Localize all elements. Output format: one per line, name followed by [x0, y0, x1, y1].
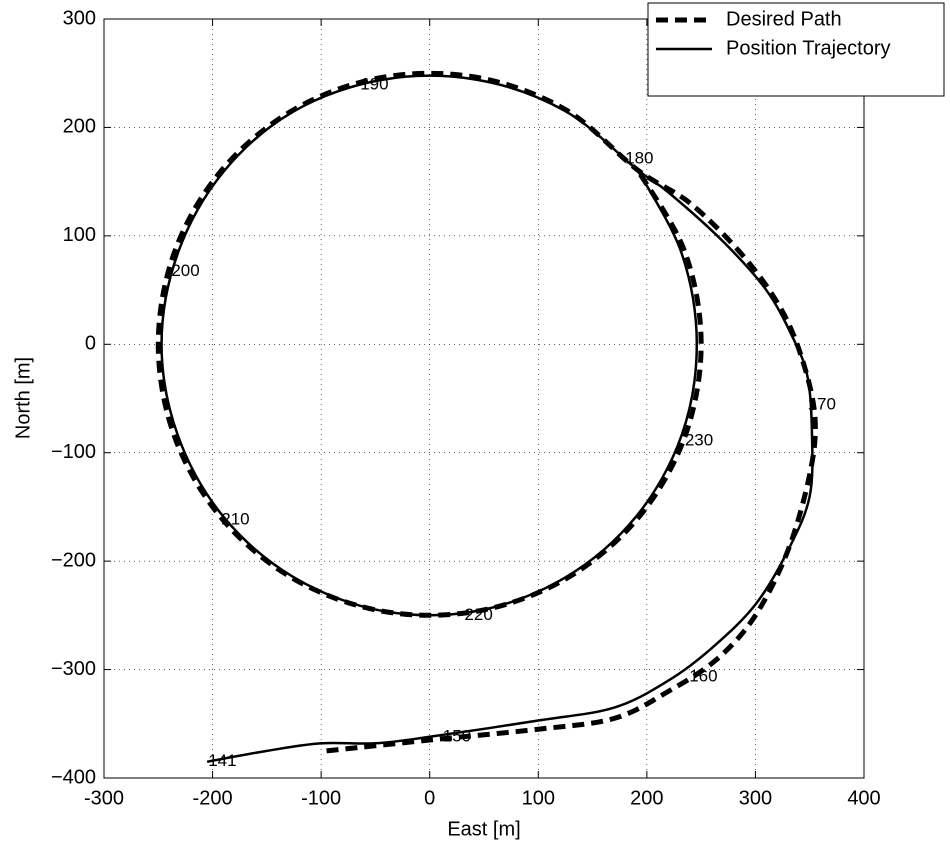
- annotation: 150: [443, 726, 471, 745]
- annotation: 230: [685, 430, 713, 449]
- annotation: 220: [464, 605, 492, 624]
- annotation: 180: [625, 148, 653, 167]
- x-tick-label: 200: [630, 787, 663, 809]
- x-tick-label: 100: [522, 787, 555, 809]
- x-tick-label: -200: [193, 787, 233, 809]
- series-line: [160, 74, 814, 763]
- annotation: 210: [221, 509, 249, 528]
- x-axis-label: East [m]: [447, 818, 520, 840]
- annotation: 160: [689, 667, 717, 686]
- ticks: -300 -200 -100 0 100 200 300 400 −400 −300 −200 −10…: [51, 7, 881, 809]
- x-tick-label: 400: [847, 787, 880, 809]
- y-tick-label: 0: [85, 333, 96, 355]
- y-tick-label: −200: [51, 549, 96, 571]
- y-tick-label: −400: [51, 766, 96, 788]
- y-tick-label: −300: [51, 658, 96, 680]
- legend-label: Desired Path: [726, 8, 842, 30]
- x-tick-label: 0: [424, 787, 435, 809]
- y-tick-label: 100: [63, 224, 96, 246]
- annotation: 200: [171, 261, 199, 280]
- lines: 141 150 160 170 180 190 200 210 220 230: [155, 70, 836, 770]
- annotation: 170: [808, 394, 836, 413]
- annotation: 190: [360, 75, 388, 94]
- legend-label: Position Trajectory: [726, 37, 891, 59]
- y-tick-label: 200: [63, 116, 96, 138]
- y-tick-label: 300: [63, 7, 96, 29]
- y-axis-label: North [m]: [12, 357, 34, 439]
- x-tick-label: -300: [84, 787, 124, 809]
- plot-area: [104, 19, 864, 778]
- x-tick-label: 300: [739, 787, 772, 809]
- annotation: 141: [208, 751, 236, 770]
- x-tick-label: -100: [301, 787, 341, 809]
- legend: Desired Path Position Trajectory: [647, 2, 945, 97]
- y-tick-label: −100: [51, 441, 96, 463]
- axes-frame: [103, 18, 865, 779]
